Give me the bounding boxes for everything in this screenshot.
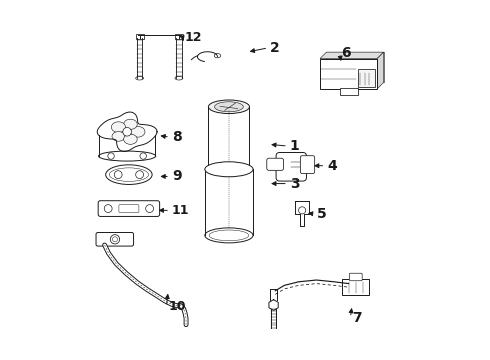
Ellipse shape bbox=[215, 102, 244, 112]
FancyBboxPatch shape bbox=[300, 156, 315, 174]
FancyBboxPatch shape bbox=[175, 33, 183, 39]
Text: 2: 2 bbox=[270, 41, 280, 55]
Polygon shape bbox=[377, 52, 384, 89]
Ellipse shape bbox=[98, 151, 156, 161]
Ellipse shape bbox=[214, 54, 220, 58]
FancyBboxPatch shape bbox=[136, 33, 144, 39]
FancyBboxPatch shape bbox=[119, 204, 139, 212]
Circle shape bbox=[123, 127, 131, 136]
FancyBboxPatch shape bbox=[320, 59, 377, 89]
FancyBboxPatch shape bbox=[96, 233, 134, 246]
Ellipse shape bbox=[209, 230, 249, 241]
Ellipse shape bbox=[205, 228, 253, 243]
Text: 11: 11 bbox=[172, 204, 189, 217]
FancyBboxPatch shape bbox=[326, 52, 384, 82]
Circle shape bbox=[108, 153, 114, 159]
FancyBboxPatch shape bbox=[358, 69, 375, 87]
Ellipse shape bbox=[131, 126, 145, 137]
Text: 9: 9 bbox=[172, 170, 181, 184]
Text: 3: 3 bbox=[290, 176, 299, 190]
FancyBboxPatch shape bbox=[340, 88, 358, 95]
Ellipse shape bbox=[208, 162, 249, 176]
FancyBboxPatch shape bbox=[349, 273, 362, 281]
Ellipse shape bbox=[208, 100, 249, 113]
Ellipse shape bbox=[136, 76, 144, 80]
Ellipse shape bbox=[106, 165, 152, 184]
Circle shape bbox=[146, 204, 153, 212]
Ellipse shape bbox=[136, 171, 144, 179]
Circle shape bbox=[104, 204, 112, 212]
Ellipse shape bbox=[114, 171, 122, 179]
FancyBboxPatch shape bbox=[276, 153, 306, 181]
Ellipse shape bbox=[205, 162, 253, 177]
Circle shape bbox=[140, 153, 147, 159]
FancyBboxPatch shape bbox=[98, 201, 160, 216]
Ellipse shape bbox=[123, 119, 137, 129]
Text: 7: 7 bbox=[352, 311, 362, 324]
Text: 6: 6 bbox=[342, 46, 351, 60]
Ellipse shape bbox=[175, 76, 183, 80]
Circle shape bbox=[298, 207, 306, 214]
Polygon shape bbox=[320, 52, 384, 59]
Ellipse shape bbox=[113, 237, 118, 242]
Ellipse shape bbox=[123, 134, 137, 144]
Text: 12: 12 bbox=[184, 31, 202, 44]
Text: 8: 8 bbox=[172, 130, 181, 144]
FancyBboxPatch shape bbox=[267, 158, 284, 170]
FancyBboxPatch shape bbox=[342, 279, 369, 295]
Ellipse shape bbox=[110, 235, 120, 244]
Text: 4: 4 bbox=[327, 159, 337, 173]
Ellipse shape bbox=[111, 122, 125, 132]
Text: 1: 1 bbox=[290, 139, 299, 153]
Polygon shape bbox=[97, 112, 157, 152]
Text: 10: 10 bbox=[168, 300, 186, 313]
Ellipse shape bbox=[109, 168, 148, 181]
Ellipse shape bbox=[112, 131, 125, 141]
Text: 5: 5 bbox=[317, 207, 326, 221]
